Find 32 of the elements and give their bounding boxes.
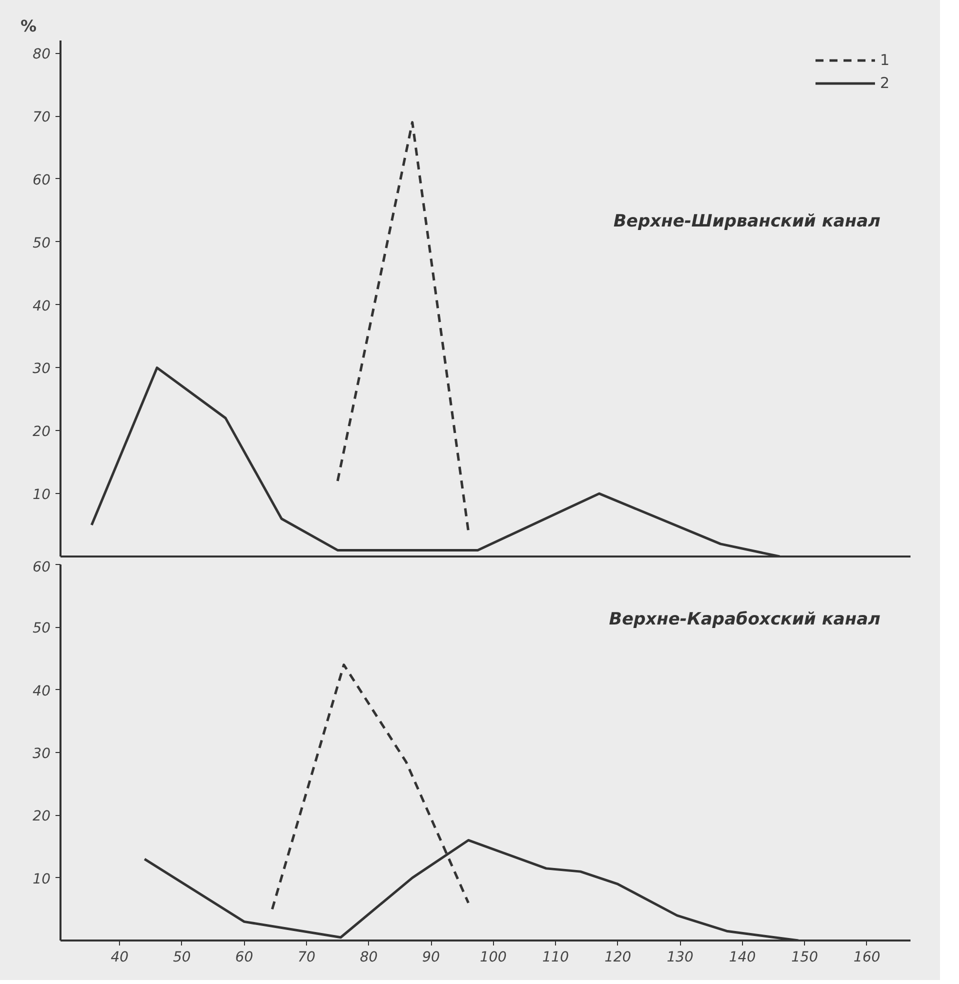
x-tick-label: 90 [422,950,440,966]
legend-label: 1 [880,51,891,69]
x-tick-label: 40 [110,950,129,966]
legend-label: 2 [880,74,891,92]
y-axis-title: % [20,16,37,36]
x-tick-label: 70 [298,950,316,966]
y-tick-label: 20 [32,424,51,440]
y-tick-label: 30 [32,746,51,762]
x-tick-label: 50 [173,950,191,966]
y-tick-label: 40 [32,298,51,314]
x-tick-label: 80 [360,950,378,966]
x-tick-label: 160 [854,950,880,966]
x-tick-label: 60 [235,950,254,966]
x-tick-label: 150 [791,950,818,966]
y-tick-label: 30 [32,361,51,378]
y-tick-label: 80 [32,46,51,63]
x-tick-label: 130 [666,950,694,966]
annotation: Верхне-Ширванский канал [613,212,880,232]
y-tick-label: 40 [32,683,51,700]
y-tick-label: 50 [32,235,51,252]
y-tick-label: 50 [32,620,51,637]
y-tick-label: 20 [32,808,51,825]
annotation: Верхне-Карабохский канал [608,610,881,630]
x-tick-label: 120 [604,950,632,966]
x-tick-label: 100 [480,950,507,966]
y-tick-label: 60 [32,560,51,576]
x-tick-label: 140 [729,950,756,966]
y-tick-label: 70 [32,110,51,126]
x-tick-label: 110 [542,950,570,966]
y-tick-label: 10 [32,487,51,504]
y-tick-label: 10 [32,871,51,888]
y-tick-label: 60 [32,172,51,188]
